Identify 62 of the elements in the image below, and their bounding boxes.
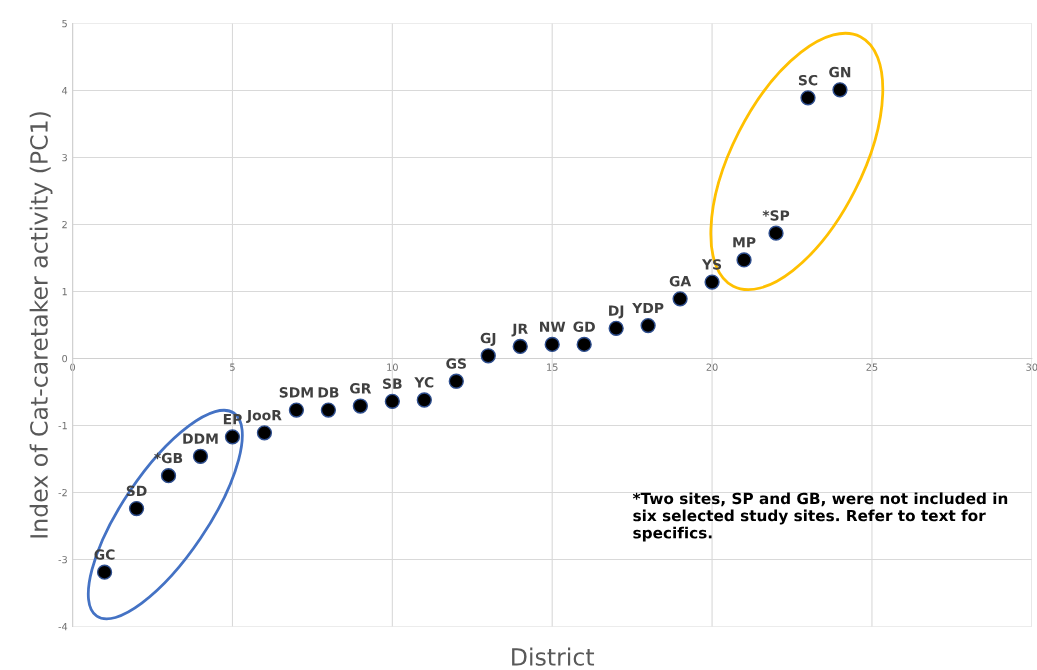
text: NW bbox=[540, 321, 566, 332]
text: *SP bbox=[762, 210, 790, 221]
y-tick-label: -2 bbox=[58, 488, 67, 497]
text: DB bbox=[318, 387, 339, 398]
x-tick-label: 15 bbox=[547, 363, 558, 371]
text: GN bbox=[829, 66, 851, 78]
text: YC bbox=[414, 377, 434, 388]
text: GJ bbox=[480, 332, 496, 346]
point bbox=[832, 82, 848, 98]
point bbox=[128, 500, 145, 517]
point bbox=[544, 336, 560, 353]
point bbox=[672, 291, 688, 307]
point bbox=[192, 448, 209, 464]
x-tick-label: 5 bbox=[230, 363, 235, 371]
y-tick-label: 4 bbox=[62, 87, 68, 95]
x-tick-label: 30 bbox=[1026, 363, 1037, 371]
x-tick-label: 20 bbox=[706, 363, 718, 371]
text: GD bbox=[573, 321, 595, 332]
text: GA bbox=[669, 275, 692, 287]
y-tick-label: 0 bbox=[62, 354, 68, 363]
y-tick-label: 1 bbox=[62, 288, 67, 296]
point bbox=[352, 398, 368, 414]
text: GR bbox=[350, 383, 372, 394]
point bbox=[96, 564, 113, 580]
x-tick-label: 25 bbox=[866, 363, 878, 371]
point bbox=[800, 90, 816, 106]
point bbox=[704, 274, 720, 290]
text: JooR bbox=[246, 410, 282, 423]
point bbox=[640, 317, 656, 334]
text: SB bbox=[383, 378, 402, 389]
y-tick-label: 5 bbox=[62, 20, 67, 28]
point bbox=[480, 348, 496, 364]
text: GS bbox=[446, 358, 466, 369]
point bbox=[448, 373, 464, 389]
point bbox=[416, 392, 432, 408]
text: MP bbox=[733, 237, 756, 248]
point bbox=[288, 402, 305, 418]
x-axis-title: District bbox=[512, 647, 595, 666]
y-tick-label: -1 bbox=[58, 422, 67, 430]
y-tick-label: -3 bbox=[58, 555, 67, 564]
y-tick-label: 3 bbox=[62, 153, 67, 162]
y-axis-title: Index of Cat-caretaker activity (PC1) bbox=[29, 112, 53, 538]
point bbox=[160, 468, 177, 484]
text: YDP bbox=[632, 302, 664, 314]
text: DDM bbox=[183, 433, 218, 444]
point bbox=[320, 402, 337, 418]
point bbox=[256, 425, 273, 441]
text: JR bbox=[511, 323, 528, 337]
y-tick-label: -4 bbox=[58, 623, 68, 631]
point bbox=[608, 320, 624, 336]
x-tick-label: 10 bbox=[387, 363, 398, 371]
point bbox=[736, 252, 752, 268]
point bbox=[384, 393, 400, 409]
text: SC bbox=[798, 74, 818, 86]
point bbox=[224, 429, 241, 445]
point bbox=[768, 225, 784, 241]
text: SDM bbox=[279, 387, 313, 398]
point bbox=[576, 336, 592, 353]
annotation: *Two sites, SP and GB, were not included in six selected study sites. Refer to text for specifics. bbox=[632, 492, 1008, 542]
y-tick-label: 2 bbox=[62, 220, 67, 229]
point bbox=[512, 338, 528, 355]
text: DJ bbox=[609, 305, 624, 319]
